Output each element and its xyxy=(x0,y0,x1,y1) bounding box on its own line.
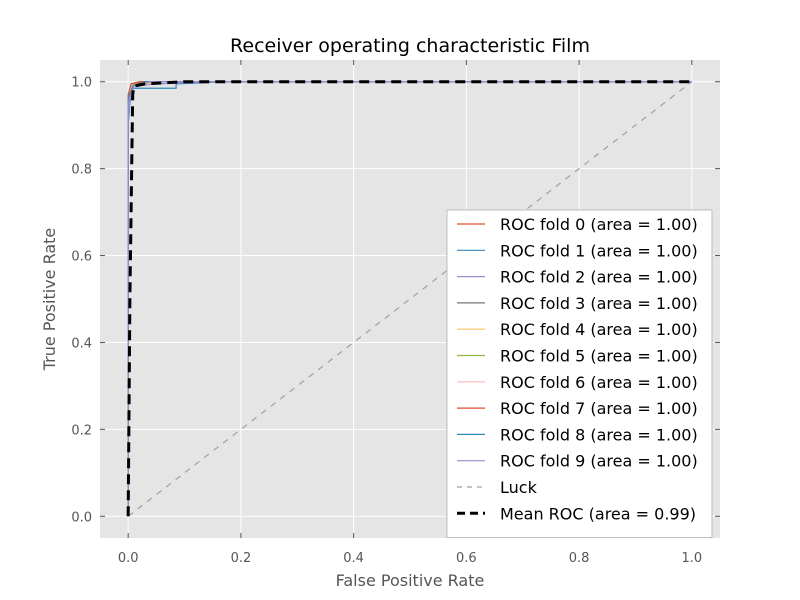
legend-label: ROC fold 3 (area = 1.00) xyxy=(500,294,698,313)
series-line-10 xyxy=(127,81,693,517)
legend-label: ROC fold 7 (area = 1.00) xyxy=(500,399,698,418)
legend-label: ROC fold 2 (area = 1.00) xyxy=(500,268,698,287)
y-tick-label: 0.6 xyxy=(71,250,92,265)
x-tick-label: 1.0 xyxy=(681,551,702,566)
legend-box xyxy=(446,209,713,539)
legend-label: ROC fold 1 (area = 1.00) xyxy=(500,241,698,260)
legend-label: Mean ROC (area = 0.99) xyxy=(500,504,696,523)
y-axis-ticks: 0.0 0.2 0.4 0.6 0.8 1.0 xyxy=(71,76,720,525)
series-line-11 xyxy=(126,80,692,517)
legend: ROC fold 0 (area = 1.00) ROC fold 1 (area… xyxy=(446,209,713,539)
legend-label: ROC fold 6 (area = 1.00) xyxy=(500,373,698,392)
x-tick-label: 0.6 xyxy=(456,551,477,566)
x-tick-label: 0.8 xyxy=(569,551,590,566)
legend-label: Luck xyxy=(500,478,538,497)
legend-label: ROC fold 4 (area = 1.00) xyxy=(500,320,698,339)
x-tick-label: 0.0 xyxy=(118,551,139,566)
y-tick-label: 0.0 xyxy=(71,510,92,525)
legend-label: ROC fold 9 (area = 1.00) xyxy=(500,452,698,471)
y-tick-label: 0.8 xyxy=(71,163,92,178)
y-axis-label: True Positive Rate xyxy=(40,228,59,372)
legend-label: ROC fold 8 (area = 1.00) xyxy=(500,425,698,444)
series-lines xyxy=(126,80,693,517)
y-tick-label: 0.4 xyxy=(71,336,92,351)
y-tick-label: 1.0 xyxy=(71,76,92,91)
y-tick-label: 0.2 xyxy=(71,423,92,438)
x-axis-ticks: 0.0 0.2 0.4 0.6 0.8 1.0 xyxy=(118,60,702,566)
legend-label: ROC fold 5 (area = 1.00) xyxy=(500,347,698,366)
chart-title: Receiver operating characteristic Film xyxy=(230,35,590,57)
legend-label: ROC fold 0 (area = 1.00) xyxy=(500,215,698,234)
x-tick-label: 0.2 xyxy=(231,551,252,566)
x-tick-label: 0.4 xyxy=(343,551,364,566)
x-axis-label: False Positive Rate xyxy=(336,571,485,590)
